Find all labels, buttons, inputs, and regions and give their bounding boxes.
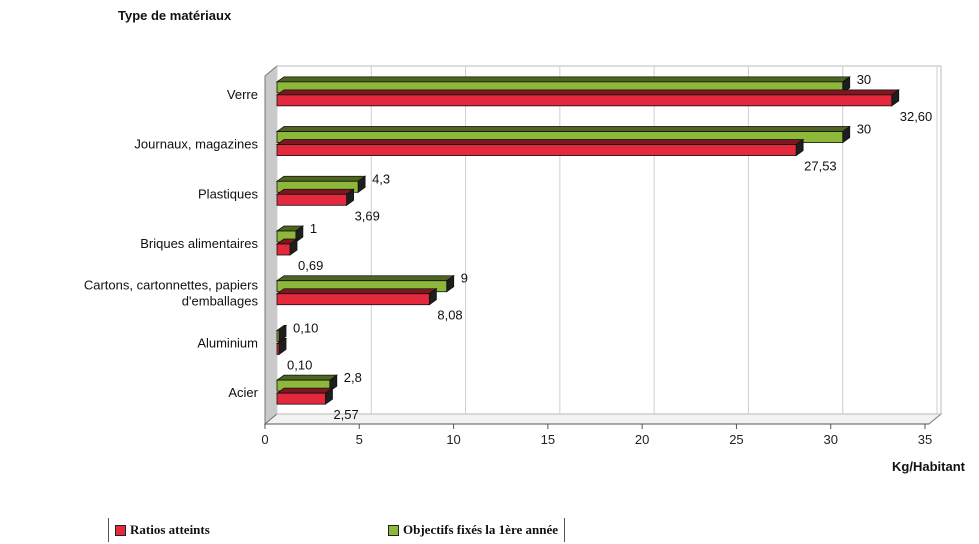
chart-back-wall (276, 65, 942, 415)
data-label-objectifs: 30 (857, 72, 871, 87)
bar-ratios (275, 337, 288, 356)
bar-objectifs (275, 274, 455, 293)
data-label-ratios: 3,69 (355, 208, 380, 223)
category-label: Acier (228, 385, 258, 400)
bar-objectifs (275, 225, 305, 243)
legend-swatch-green (388, 524, 399, 536)
data-label-ratios: 2,57 (333, 407, 358, 422)
bar-ratios (275, 387, 334, 405)
bar-ratios (275, 287, 438, 306)
x-tick-label: 30 (823, 432, 837, 447)
data-label-ratios: 8,08 (437, 308, 462, 323)
x-tick-label: 15 (541, 432, 555, 447)
bar-objectifs (275, 125, 851, 144)
legend-item-ratios: Ratios atteints (108, 518, 210, 542)
category-label: Journaux, magazines (134, 137, 258, 152)
category-label: Verre (227, 87, 258, 102)
legend-item-objectifs: Objectifs fixés la 1ère année (388, 518, 565, 542)
data-label-objectifs: 1 (310, 221, 317, 236)
data-label-objectifs: 2,8 (344, 370, 362, 385)
x-tick-label: 10 (446, 432, 460, 447)
chart-floor (263, 413, 943, 425)
legend-label-ratios: Ratios atteints (130, 522, 210, 537)
data-label-ratios: 32,60 (900, 109, 933, 124)
x-tick-label: 5 (356, 432, 363, 447)
bar-ratios (275, 188, 355, 207)
data-label-objectifs: 9 (461, 271, 468, 286)
bar-ratios (275, 138, 805, 157)
x-tick-label: 35 (918, 432, 932, 447)
x-tick-label: 20 (635, 432, 649, 447)
bar-objectifs (275, 76, 851, 94)
chart-title: Type de matériaux (118, 8, 232, 23)
bar-ratios (275, 89, 900, 107)
bar-ratios (275, 238, 299, 256)
bar-objectifs (275, 374, 339, 392)
data-label-objectifs: 30 (857, 122, 871, 137)
category-label: Cartons, cartonnettes, papiers (84, 278, 259, 293)
category-label: Briques alimentaires (140, 236, 258, 251)
data-label-ratios: 0,10 (287, 357, 312, 372)
data-label-objectifs: 0,10 (293, 320, 318, 335)
x-tick-label: 25 (729, 432, 743, 447)
legend-label-objectifs: Objectifs fixés la 1ère année (403, 522, 558, 537)
x-axis-unit-label: Kg/Habitant (892, 459, 965, 474)
legend-swatch-red (115, 524, 126, 536)
category-label: Aluminium (197, 335, 258, 350)
bar-objectifs (275, 324, 288, 343)
x-tick-label: 0 (261, 432, 268, 447)
category-label: Plastiques (198, 186, 258, 201)
category-label: d'emballages (182, 294, 259, 309)
data-label-ratios: 0,69 (298, 258, 323, 273)
data-label-objectifs: 4,3 (372, 171, 390, 186)
data-label-ratios: 27,53 (804, 159, 837, 174)
chart-side-wall (264, 64, 278, 426)
